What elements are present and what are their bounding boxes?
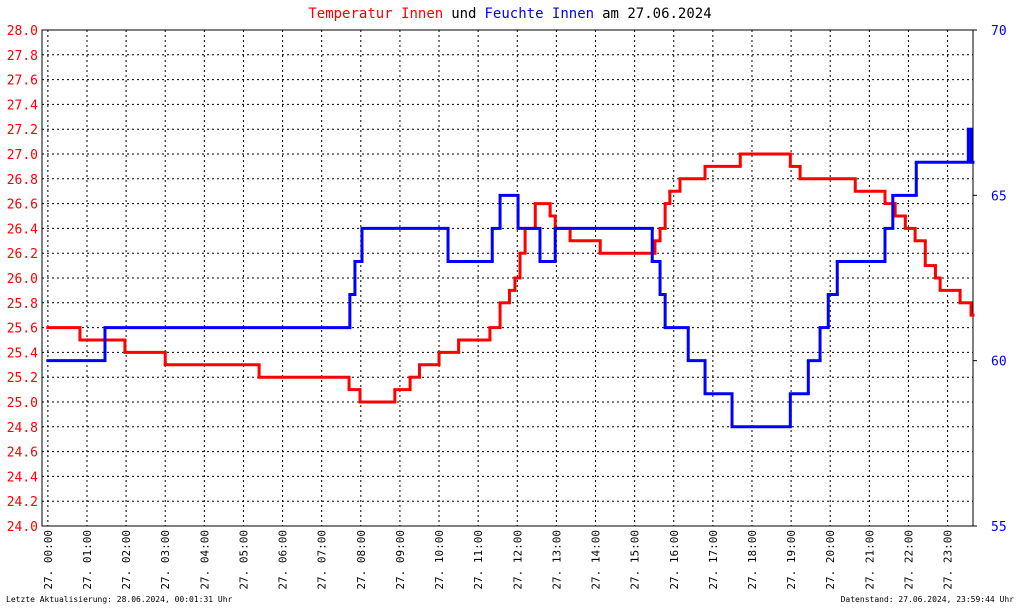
x-tick-label: 27. 09:00 (394, 530, 407, 590)
y-tick-label: 24.6 (7, 446, 38, 461)
x-tick-label: 27. 03:00 (159, 530, 172, 590)
x-tick-label: 27. 04:00 (198, 530, 211, 590)
x-tick-label: 27. 14:00 (590, 530, 603, 590)
x-tick-label: 27. 16:00 (668, 530, 681, 590)
x-tick-label: 27. 20:00 (824, 530, 837, 590)
chart-title: Temperatur Innen und Feuchte Innen am 27.06… (308, 6, 711, 22)
x-tick-label: 27. 21:00 (863, 530, 876, 590)
y-tick-label: 25.4 (7, 346, 38, 361)
x-tick-label: 27. 06:00 (277, 530, 290, 590)
y-tick-label: 26.2 (7, 247, 38, 262)
footer-right: Datenstand: 27.06.2024, 23:59:44 Uhr (841, 595, 1015, 604)
y-tick-label: 26.8 (7, 173, 38, 188)
y-tick-label: 28.0 (7, 24, 38, 39)
plot-frame (41, 29, 974, 527)
y-tick-label: 26.4 (7, 222, 38, 237)
title-part: Feuchte Innen (485, 6, 595, 22)
y2-tick-label: 55 (991, 520, 1007, 535)
y-tick-label: 24.2 (7, 495, 38, 510)
y-tick-label: 27.2 (7, 123, 38, 138)
series-line (46, 152, 975, 404)
y-tick-label: 25.6 (7, 322, 38, 337)
x-tick-label: 27. 23:00 (942, 530, 955, 590)
x-tick-label: 27. 07:00 (316, 530, 329, 590)
x-tick-label: 27. 13:00 (550, 530, 563, 590)
y-tick-label: 27.4 (7, 98, 38, 113)
x-tick-label: 27. 10:00 (433, 530, 446, 590)
series-line (46, 127, 975, 429)
x-tick-label: 27. 02:00 (120, 530, 133, 590)
x-tick-label: 27. 12:00 (511, 530, 524, 590)
y2-tick-label: 65 (991, 189, 1007, 204)
y2-tick-label: 70 (991, 24, 1007, 39)
footer-left: Letzte Aktualisierung: 28.06.2024, 00:01… (6, 595, 233, 604)
y-tick-label: 26.6 (7, 198, 38, 213)
y-tick-label: 27.8 (7, 49, 38, 64)
x-tick-label: 27. 08:00 (355, 530, 368, 590)
y-tick-label: 24.8 (7, 421, 38, 436)
x-tick-label: 27. 05:00 (237, 530, 250, 590)
title-part: und (451, 6, 476, 22)
x-tick-label: 27. 18:00 (746, 530, 759, 590)
title-part: am 27.06.2024 (602, 6, 712, 22)
x-tick-label: 27. 22:00 (902, 530, 915, 590)
x-tick-label: 27. 15:00 (629, 530, 642, 590)
y-tick-label: 25.2 (7, 371, 38, 386)
x-tick-label: 27. 19:00 (785, 530, 798, 590)
y-tick-label: 27.6 (7, 74, 38, 89)
y-tick-label: 27.0 (7, 148, 38, 163)
title-part: Temperatur Innen (308, 6, 443, 22)
x-tick-label: 27. 00:00 (42, 530, 55, 590)
y-tick-label: 26.0 (7, 272, 38, 287)
x-tick-label: 27. 11:00 (472, 530, 485, 590)
x-tick-label: 27. 17:00 (707, 530, 720, 590)
y-tick-label: 25.8 (7, 297, 38, 312)
y2-tick-label: 60 (991, 355, 1007, 370)
y-tick-label: 24.0 (7, 520, 38, 535)
x-tick-label: 27. 01:00 (81, 530, 94, 590)
y-tick-label: 24.4 (7, 470, 38, 485)
y-tick-label: 25.0 (7, 396, 38, 411)
